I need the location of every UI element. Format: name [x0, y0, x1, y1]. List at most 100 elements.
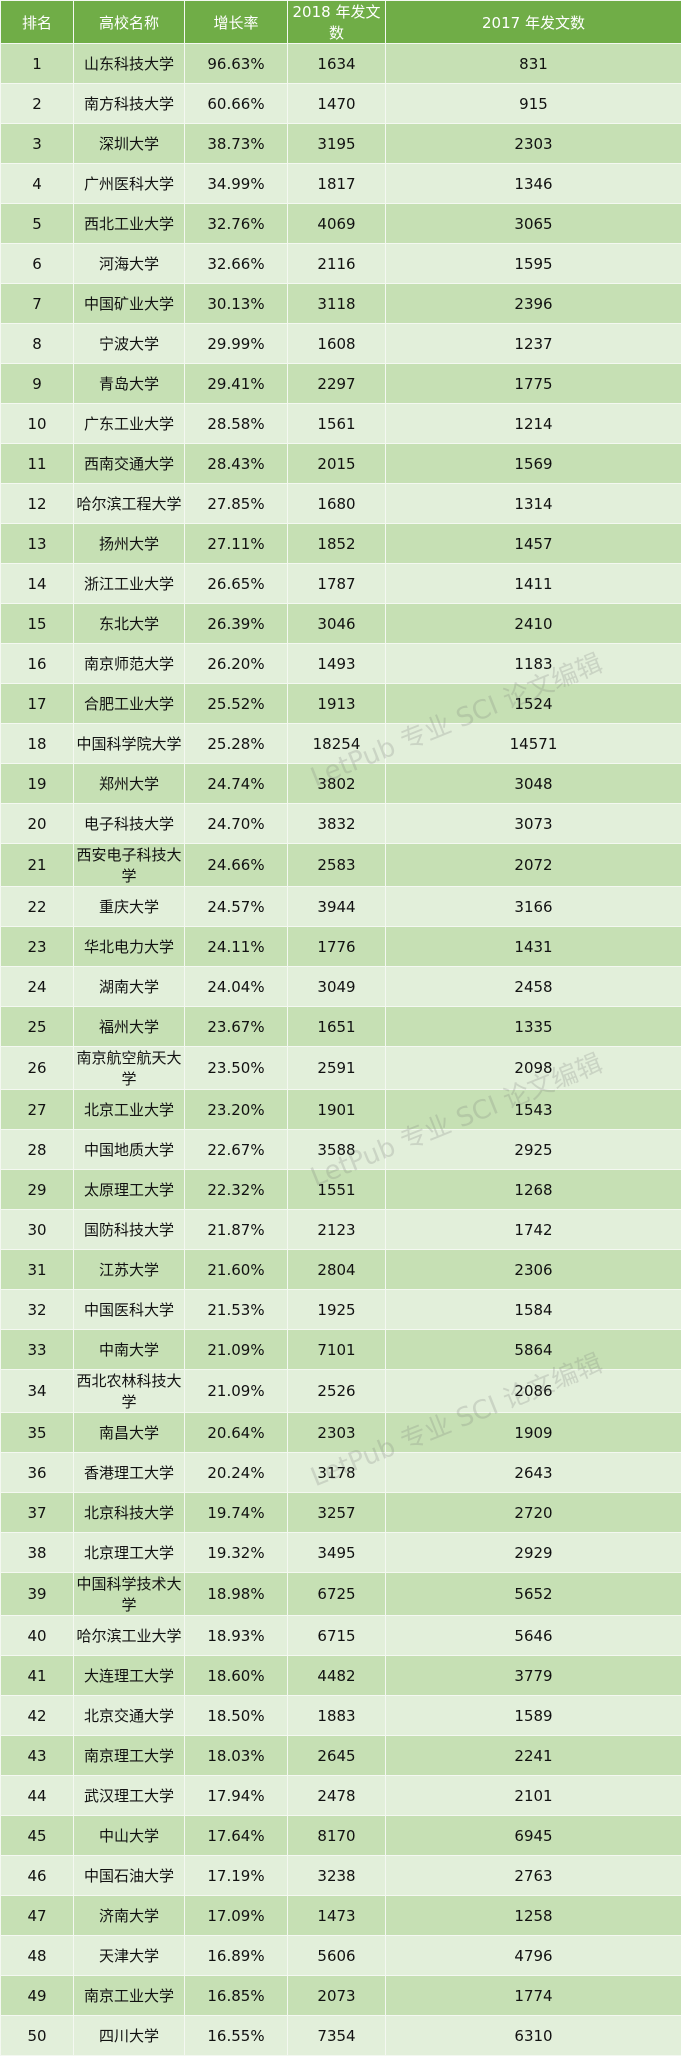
header-rank: 排名 — [1, 1, 74, 44]
cell-2018: 1608 — [288, 324, 386, 364]
cell-rank: 24 — [1, 967, 74, 1007]
cell-growth: 24.66% — [185, 844, 288, 887]
cell-2017: 1314 — [386, 484, 681, 524]
cell-growth: 34.99% — [185, 164, 288, 204]
cell-rank: 37 — [1, 1493, 74, 1533]
cell-growth: 18.93% — [185, 1616, 288, 1656]
cell-2017: 1909 — [386, 1413, 681, 1453]
cell-growth: 22.32% — [185, 1170, 288, 1210]
cell-2018: 1913 — [288, 684, 386, 724]
cell-2017: 2396 — [386, 284, 681, 324]
cell-2018: 3046 — [288, 604, 386, 644]
cell-2017: 1268 — [386, 1170, 681, 1210]
cell-2017: 6310 — [386, 2016, 681, 2056]
cell-growth: 17.09% — [185, 1896, 288, 1936]
cell-university: 香港理工大学 — [74, 1453, 185, 1493]
cell-rank: 28 — [1, 1130, 74, 1170]
cell-rank: 6 — [1, 244, 74, 284]
cell-growth: 23.20% — [185, 1090, 288, 1130]
cell-growth: 32.76% — [185, 204, 288, 244]
cell-university: 湖南大学 — [74, 967, 185, 1007]
cell-2018: 2645 — [288, 1736, 386, 1776]
cell-rank: 9 — [1, 364, 74, 404]
cell-university: 广州医科大学 — [74, 164, 185, 204]
cell-2017: 1584 — [386, 1290, 681, 1330]
cell-rank: 11 — [1, 444, 74, 484]
header-row: 排名 高校名称 增长率 2018 年发文数 2017 年发文数 — [1, 1, 681, 44]
cell-2018: 3944 — [288, 887, 386, 927]
cell-growth: 21.60% — [185, 1250, 288, 1290]
cell-2018: 2478 — [288, 1776, 386, 1816]
cell-university: 青岛大学 — [74, 364, 185, 404]
cell-growth: 60.66% — [185, 84, 288, 124]
cell-university: 南昌大学 — [74, 1413, 185, 1453]
cell-2018: 3118 — [288, 284, 386, 324]
cell-2018: 2804 — [288, 1250, 386, 1290]
cell-2017: 1411 — [386, 564, 681, 604]
cell-growth: 18.60% — [185, 1656, 288, 1696]
cell-growth: 23.67% — [185, 1007, 288, 1047]
cell-2017: 2086 — [386, 1370, 681, 1413]
cell-rank: 29 — [1, 1170, 74, 1210]
cell-2018: 1883 — [288, 1696, 386, 1736]
cell-growth: 19.32% — [185, 1533, 288, 1573]
cell-2018: 4482 — [288, 1656, 386, 1696]
cell-growth: 23.50% — [185, 1047, 288, 1090]
cell-rank: 34 — [1, 1370, 74, 1413]
cell-rank: 32 — [1, 1290, 74, 1330]
cell-2018: 7354 — [288, 2016, 386, 2056]
cell-rank: 40 — [1, 1616, 74, 1656]
cell-2018: 2015 — [288, 444, 386, 484]
cell-2017: 14571 — [386, 724, 681, 764]
cell-university: 合肥工业大学 — [74, 684, 185, 724]
cell-rank: 49 — [1, 1976, 74, 2016]
cell-growth: 18.98% — [185, 1573, 288, 1616]
cell-rank: 8 — [1, 324, 74, 364]
cell-rank: 50 — [1, 2016, 74, 2056]
cell-2018: 1470 — [288, 84, 386, 124]
cell-2017: 2072 — [386, 844, 681, 887]
cell-2018: 3195 — [288, 124, 386, 164]
cell-university: 中南大学 — [74, 1330, 185, 1370]
cell-growth: 16.89% — [185, 1936, 288, 1976]
cell-rank: 33 — [1, 1330, 74, 1370]
cell-2017: 3065 — [386, 204, 681, 244]
cell-2018: 2526 — [288, 1370, 386, 1413]
cell-rank: 17 — [1, 684, 74, 724]
cell-2018: 4069 — [288, 204, 386, 244]
cell-2017: 2306 — [386, 1250, 681, 1290]
cell-growth: 28.43% — [185, 444, 288, 484]
cell-university: 大连理工大学 — [74, 1656, 185, 1696]
cell-2017: 2720 — [386, 1493, 681, 1533]
cell-rank: 2 — [1, 84, 74, 124]
cell-growth: 19.74% — [185, 1493, 288, 1533]
cell-2018: 3178 — [288, 1453, 386, 1493]
cell-2017: 5652 — [386, 1573, 681, 1616]
cell-university: 重庆大学 — [74, 887, 185, 927]
cell-growth: 26.39% — [185, 604, 288, 644]
cell-rank: 39 — [1, 1573, 74, 1616]
cell-rank: 12 — [1, 484, 74, 524]
cell-rank: 10 — [1, 404, 74, 444]
cell-2018: 6725 — [288, 1573, 386, 1616]
